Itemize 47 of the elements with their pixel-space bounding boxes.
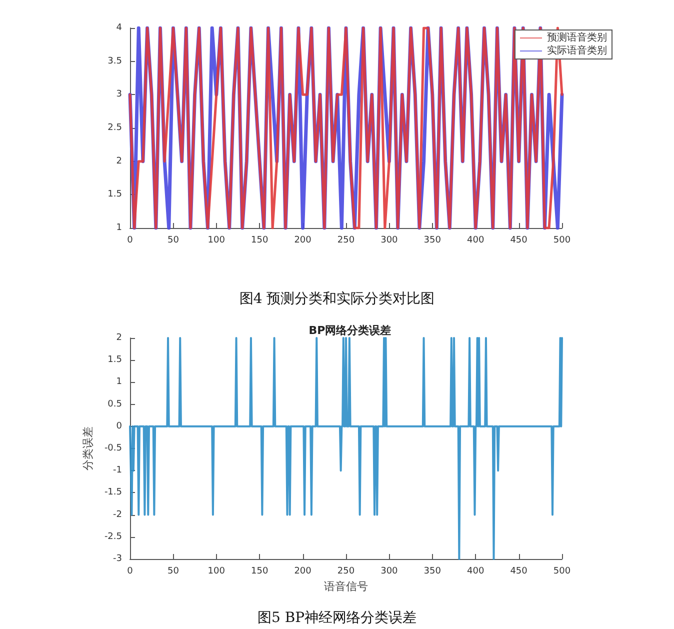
y-tick-label: 0.5 (108, 399, 122, 410)
x-tick-label: 500 (553, 236, 571, 246)
x-tick-label: 50 (167, 236, 180, 246)
y-axis-title: 分类误差 (82, 426, 95, 470)
y-tick-label: -3 (113, 554, 122, 564)
y-tick-label: 1 (116, 223, 122, 233)
y-tick-label: -0.5 (104, 444, 122, 454)
x-tick-label: 0 (127, 566, 134, 576)
x-tick-label: 450 (510, 566, 528, 576)
y-tick-label: -2.5 (104, 532, 122, 542)
x-tick-label: 250 (337, 236, 355, 246)
y-tick-label: -2 (113, 510, 122, 520)
x-tick-label: 200 (294, 236, 312, 246)
x-tick-label: 0 (127, 236, 134, 246)
legend-label: 实际语音类别 (547, 44, 607, 56)
y-tick-label: 2 (116, 156, 122, 166)
x-tick-label: 250 (337, 566, 355, 576)
x-tick-label: 300 (380, 566, 398, 576)
legend-label: 预测语音类别 (547, 32, 607, 44)
y-tick-label: 3.5 (108, 56, 122, 66)
x-tick-label: 350 (424, 566, 442, 576)
y-tick-label: 2 (116, 333, 122, 343)
x-tick-label: 100 (208, 566, 226, 576)
x-tick-label: 300 (380, 236, 398, 246)
y-tick-label: 4 (116, 23, 122, 33)
x-tick-label: 100 (208, 236, 226, 246)
x-tick-label: 150 (251, 236, 268, 246)
y-tick-label: 3 (116, 90, 122, 100)
y-tick-label: 1 (116, 377, 122, 388)
chart-title: BP网络分类误差 (308, 324, 392, 337)
y-tick-label: -1 (113, 466, 122, 476)
x-tick-label: 50 (167, 566, 180, 576)
y-tick-label: 1.5 (108, 355, 122, 366)
y-tick-label: -1.5 (104, 488, 122, 498)
x-tick-label: 350 (424, 236, 442, 246)
y-tick-label: 2.5 (108, 123, 122, 133)
x-tick-label: 400 (467, 236, 484, 246)
x-tick-label: 150 (251, 566, 268, 576)
y-tick-label: 0 (116, 421, 122, 432)
x-tick-label: 400 (467, 566, 484, 576)
x-tick-label: 200 (294, 566, 312, 576)
x-tick-label: 500 (553, 566, 571, 576)
y-tick-label: 1.5 (108, 190, 122, 200)
x-axis-title: 语音信号 (324, 580, 368, 593)
caption: 图5 BP神经网络分类误差 (257, 610, 417, 626)
x-tick-label: 450 (510, 236, 528, 246)
caption: 图4 预测分类和实际分类对比图 (239, 291, 435, 307)
